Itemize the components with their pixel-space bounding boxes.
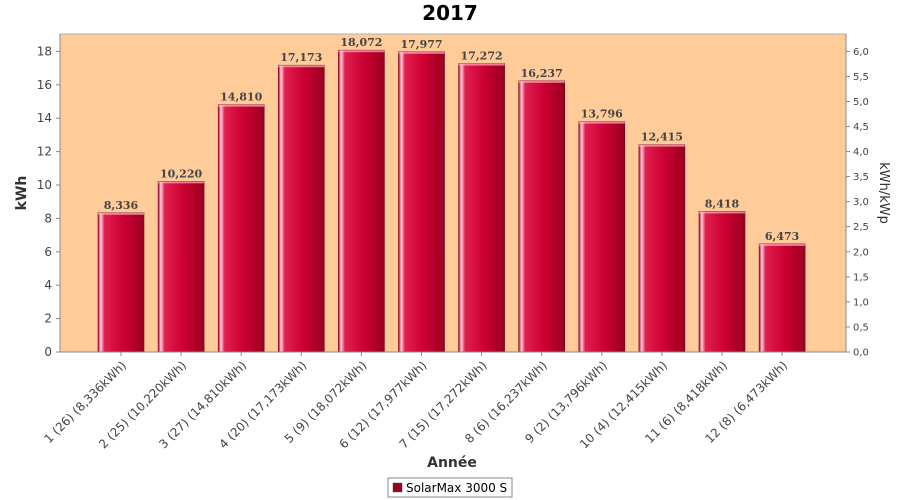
y2-tick-label: 0,5 <box>853 322 869 333</box>
data-label: 12,415 <box>641 131 683 144</box>
y2-tick-label: 2,5 <box>853 222 869 233</box>
bar <box>217 104 265 353</box>
data-label: 8,418 <box>705 197 740 210</box>
y-tick-label: 6 <box>44 245 52 259</box>
y-tick-label: 4 <box>44 278 52 292</box>
data-label: 6,473 <box>765 230 799 243</box>
bar <box>758 243 806 353</box>
bar <box>578 121 626 353</box>
y2-tick-label: 4,5 <box>853 122 869 133</box>
data-label: 17,272 <box>461 50 503 63</box>
bar-top-edge <box>458 63 505 66</box>
legend-swatch <box>392 482 403 493</box>
data-label: 16,237 <box>521 67 563 80</box>
y2-axis-title: kWh/kWp <box>876 162 891 224</box>
bar <box>398 51 445 353</box>
y2-tick-label: 2,0 <box>853 247 869 258</box>
bar <box>338 49 385 353</box>
x-axis: 1 (26) (8,336kWh)2 (25) (10,220kWh)3 (27… <box>41 351 846 451</box>
bar-top-edge <box>158 181 205 184</box>
y2-tick-label: 5,5 <box>853 72 869 83</box>
bar-top-edge <box>218 104 265 107</box>
y2-tick-label: 3,5 <box>853 172 869 183</box>
y2-tick-label: 5,0 <box>853 97 869 108</box>
y2-tick-label: 1,0 <box>853 297 869 308</box>
y2-tick-label: 3,0 <box>853 197 869 208</box>
y-tick-label: 14 <box>37 111 52 125</box>
y2-tick-label: 0,0 <box>853 348 869 359</box>
bar-top-edge <box>759 243 806 246</box>
x-axis-title: Année <box>427 455 477 471</box>
bar <box>518 80 566 353</box>
y-tick-label: 10 <box>37 178 52 192</box>
data-label: 8,336 <box>104 199 139 212</box>
bar-top-edge <box>338 50 385 53</box>
y2-tick-label: 1,5 <box>853 272 869 283</box>
data-label: 13,796 <box>581 108 623 121</box>
bar-top-edge <box>98 212 144 215</box>
y2-axis: 0,0 0,5 1,0 1,5 2,0 2,5 3,0 3,5 4,0 4,5 5,0 5,5 6,0 <box>845 34 869 359</box>
y-axis: 0 2 4 6 8 10 12 14 16 18 <box>37 34 61 359</box>
data-label: 10,220 <box>160 167 202 180</box>
y-tick-label: 2 <box>44 312 52 326</box>
chart-title: 2017 <box>422 1 478 25</box>
bar <box>638 144 686 353</box>
y2-tick-label: 4,0 <box>853 147 869 158</box>
bar-top-edge <box>578 121 625 124</box>
data-label: 17,977 <box>400 38 442 51</box>
legend-box <box>387 477 513 498</box>
legend: SolarMax 3000 S <box>387 477 513 498</box>
data-label: 18,072 <box>340 36 382 49</box>
bar <box>97 212 145 353</box>
bar <box>157 181 205 353</box>
y-axis-title: kWh <box>14 176 30 211</box>
bar <box>698 211 746 353</box>
data-label: 17,173 <box>280 51 322 64</box>
bar <box>458 63 505 353</box>
y-tick-label: 16 <box>37 78 52 92</box>
bar-top-edge <box>699 211 745 214</box>
y-tick-label: 8 <box>44 211 52 225</box>
bar-top-edge <box>638 144 685 147</box>
y-tick-label: 12 <box>37 145 52 159</box>
y-tick-label: 0 <box>44 345 52 359</box>
bars: 8,336 10,220 14,810 17,173 18,072 17,977 17,27… <box>97 36 806 353</box>
legend-label: SolarMax 3000 S <box>406 481 507 495</box>
y2-tick-label: 6,0 <box>853 47 869 58</box>
bar-top-edge <box>398 51 445 54</box>
bar <box>277 64 325 353</box>
data-label: 14,810 <box>220 91 262 104</box>
bar-top-edge <box>518 80 565 83</box>
y-tick-label: 18 <box>37 44 52 58</box>
bar-top-edge <box>278 65 325 68</box>
